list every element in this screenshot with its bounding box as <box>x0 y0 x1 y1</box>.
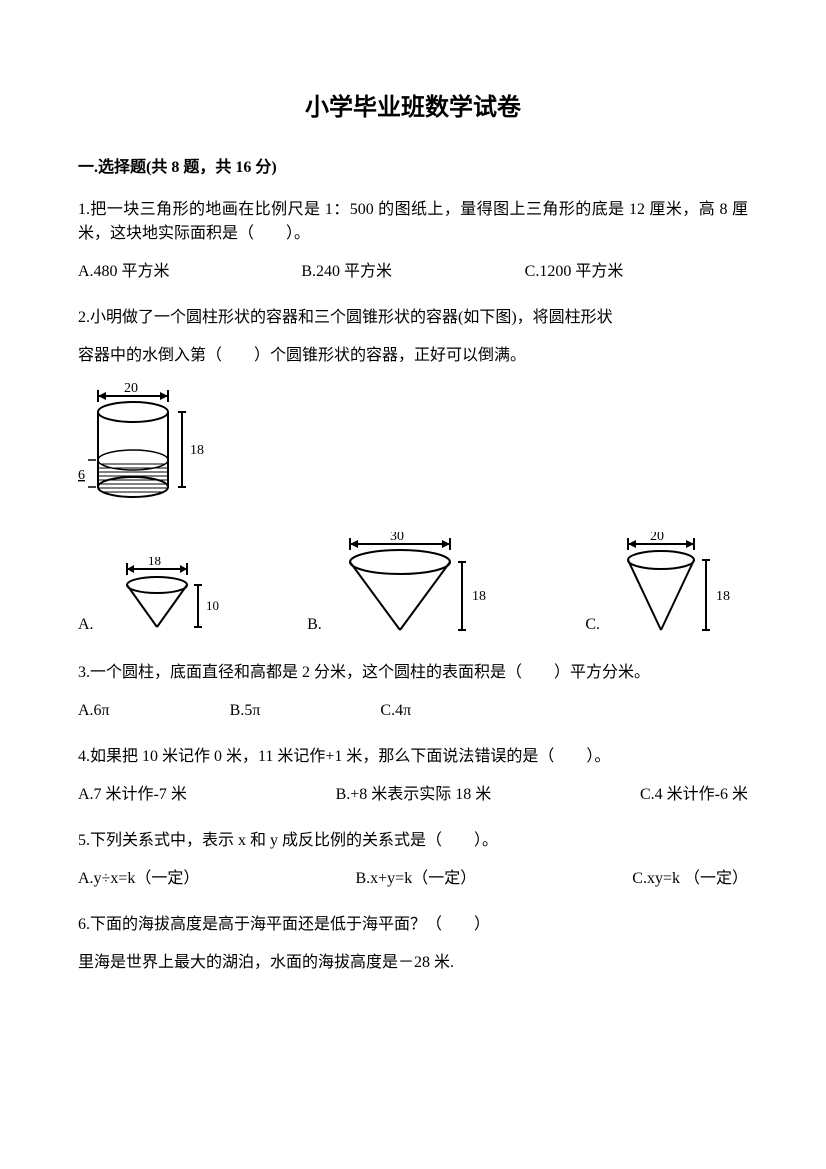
cylinder-svg: 20 18 <box>78 382 228 512</box>
q3-option-c: C.4π <box>380 699 411 723</box>
cone-b-svg: 30 18 <box>330 532 510 637</box>
q3-option-b: B.5π <box>230 699 261 723</box>
question-5: 5.下列关系式中，表示 x 和 y 成反比例的关系式是（ ）。 A.y÷x=k（… <box>78 829 748 891</box>
cone-a: A. 18 10 <box>78 557 232 637</box>
cone-a-svg: 18 10 <box>102 557 232 637</box>
question-6: 6.下面的海拔高度是高于海平面还是低于海平面？（ ） 里海是世界上最大的湖泊，水… <box>78 913 748 975</box>
question-3: 3.一个圆柱，底面直径和高都是 2 分米，这个圆柱的表面积是（ ）平方分米。 A… <box>78 661 748 723</box>
cone-c: C. 20 18 <box>585 532 748 637</box>
q2-text1: 2.小明做了一个圆柱形状的容器和三个圆锥形状的容器(如下图)，将圆柱形状 <box>78 306 748 330</box>
q5-option-a: A.y÷x=k（一定） <box>78 867 199 891</box>
cone-c-svg: 20 18 <box>608 532 748 637</box>
svg-text:18: 18 <box>148 557 161 568</box>
q1-option-a: A.480 平方米 <box>78 260 301 284</box>
q2-label-a: A. <box>78 613 94 637</box>
q4-option-c: C.4 米计作-6 米 <box>640 783 748 807</box>
section-header: 一.选择题(共 8 题，共 16 分) <box>78 156 748 180</box>
svg-text:20: 20 <box>650 532 664 544</box>
cylinder-figure: 20 18 <box>78 382 748 512</box>
q5-text: 5.下列关系式中，表示 x 和 y 成反比例的关系式是（ ）。 <box>78 829 748 853</box>
cyl-width-label: 20 <box>124 382 138 396</box>
q1-option-c: C.1200 平方米 <box>525 260 748 284</box>
q4-option-a: A.7 米计作-7 米 <box>78 783 187 807</box>
svg-text:18: 18 <box>472 589 486 604</box>
svg-text:30: 30 <box>390 532 404 544</box>
q2-text2: 容器中的水倒入第（ ）个圆锥形状的容器，正好可以倒满。 <box>78 344 748 368</box>
svg-text:10: 10 <box>206 598 219 613</box>
q1-option-b: B.240 平方米 <box>301 260 524 284</box>
q2-label-b: B. <box>307 613 322 637</box>
cyl-water-label: 6 <box>78 468 85 483</box>
cone-options-row: A. 18 10 B. <box>78 532 748 637</box>
q4-option-b: B.+8 米表示实际 18 米 <box>336 783 492 807</box>
q4-text: 4.如果把 10 米记作 0 米，11 米记作+1 米，那么下面说法错误的是（ … <box>78 745 748 769</box>
question-2: 2.小明做了一个圆柱形状的容器和三个圆锥形状的容器(如下图)，将圆柱形状 容器中… <box>78 306 748 637</box>
page-title: 小学毕业班数学试卷 <box>78 90 748 126</box>
q6-text2: 里海是世界上最大的湖泊，水面的海拔高度是－28 米. <box>78 951 748 975</box>
q1-text: 1.把一块三角形的地画在比例尺是 1：500 的图纸上，量得图上三角形的底是 1… <box>78 198 748 246</box>
q3-text: 3.一个圆柱，底面直径和高都是 2 分米，这个圆柱的表面积是（ ）平方分米。 <box>78 661 748 685</box>
question-1: 1.把一块三角形的地画在比例尺是 1：500 的图纸上，量得图上三角形的底是 1… <box>78 198 748 284</box>
question-4: 4.如果把 10 米记作 0 米，11 米记作+1 米，那么下面说法错误的是（ … <box>78 745 748 807</box>
svg-text:18: 18 <box>716 589 730 604</box>
q5-option-b: B.x+y=k（一定） <box>355 867 476 891</box>
q6-text1: 6.下面的海拔高度是高于海平面还是低于海平面？（ ） <box>78 913 748 937</box>
q2-label-c: C. <box>585 613 600 637</box>
q3-option-a: A.6π <box>78 699 110 723</box>
q5-option-c: C.xy=k （一定） <box>632 867 748 891</box>
cone-b: B. 30 18 <box>307 532 510 637</box>
cyl-height-label: 18 <box>190 443 204 458</box>
